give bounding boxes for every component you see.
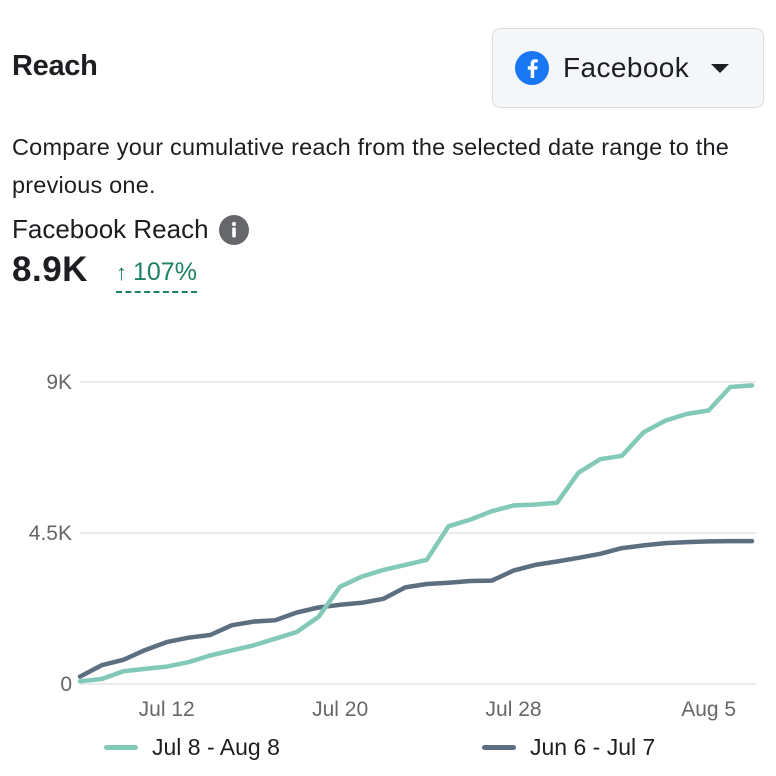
x-tick-label: Aug 5	[681, 698, 736, 721]
chevron-down-icon	[711, 63, 730, 73]
x-tick-label: Jul 28	[486, 698, 542, 721]
series-line-previous[interactable]	[77, 538, 755, 679]
x-tick-label: Jul 12	[139, 698, 195, 721]
legend-swatch-previous	[482, 745, 516, 750]
page-title: Reach	[12, 50, 98, 82]
arrow-up-icon: ↑	[116, 259, 127, 285]
metric-change[interactable]: ↑ 107%	[116, 258, 197, 293]
metric-label-row: Facebook Reach	[12, 214, 249, 245]
description-text: Compare your cumulative reach from the s…	[12, 134, 730, 198]
legend-swatch-current	[104, 745, 138, 750]
metric-label: Facebook Reach	[12, 214, 209, 244]
info-icon[interactable]	[218, 214, 249, 245]
y-tick-label: 0	[60, 673, 72, 696]
legend-item-previous[interactable]: Jun 6 - Jul 7	[482, 734, 655, 761]
metric-change-value: 107%	[133, 258, 197, 286]
reach-line-chart: 0 4.5K 9K Jul 12 Jul 20 Jul 28 Aug 5	[29, 371, 756, 721]
metric-value: 8.9K	[12, 250, 88, 289]
platform-label: Facebook	[563, 52, 690, 83]
y-tick-label: 9K	[46, 371, 72, 394]
x-tick-label: Jul 20	[312, 698, 368, 721]
series-line-current[interactable]	[77, 383, 755, 684]
platform-dropdown[interactable]: Facebook	[492, 28, 764, 108]
y-tick-label: 4.5K	[29, 522, 72, 545]
legend-label-current: Jul 8 - Aug 8	[152, 734, 280, 760]
legend-item-current[interactable]: Jul 8 - Aug 8	[104, 734, 280, 761]
facebook-icon	[515, 51, 549, 85]
legend-label-previous: Jun 6 - Jul 7	[530, 734, 656, 760]
